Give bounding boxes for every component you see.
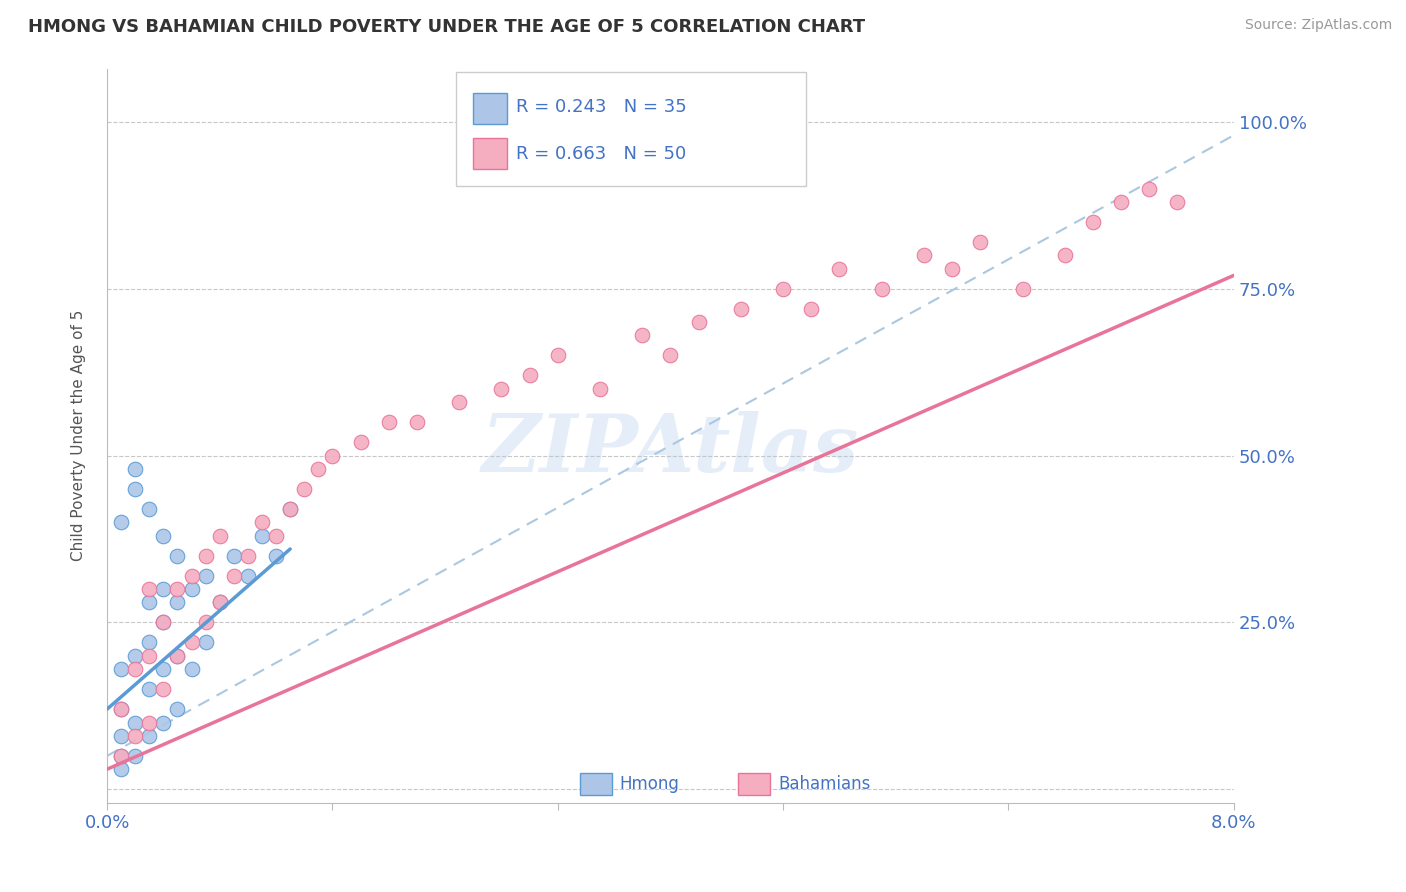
Point bbox=[547, 349, 569, 363]
Point bbox=[152, 662, 174, 676]
Point bbox=[377, 415, 399, 429]
Point bbox=[1011, 282, 1033, 296]
Text: R = 0.663   N = 50: R = 0.663 N = 50 bbox=[516, 145, 686, 162]
Point bbox=[349, 435, 371, 450]
Point bbox=[152, 682, 174, 697]
Point bbox=[166, 595, 188, 609]
Point bbox=[589, 382, 612, 396]
Text: R = 0.243   N = 35: R = 0.243 N = 35 bbox=[516, 98, 686, 116]
Point bbox=[688, 315, 710, 329]
Point bbox=[152, 715, 174, 730]
Point bbox=[278, 502, 301, 516]
Point bbox=[449, 395, 471, 409]
Point bbox=[222, 568, 245, 582]
Point bbox=[264, 549, 287, 563]
Point bbox=[222, 549, 245, 563]
Point bbox=[1166, 194, 1188, 209]
Point bbox=[194, 615, 217, 630]
Point bbox=[110, 516, 132, 530]
Point bbox=[941, 261, 963, 276]
Text: Source: ZipAtlas.com: Source: ZipAtlas.com bbox=[1244, 18, 1392, 32]
Point bbox=[110, 702, 132, 716]
Point bbox=[1081, 215, 1104, 229]
Point bbox=[124, 729, 146, 743]
Point bbox=[180, 662, 202, 676]
Point bbox=[124, 662, 146, 676]
Point bbox=[138, 715, 160, 730]
Point bbox=[110, 748, 132, 763]
Point bbox=[110, 662, 132, 676]
Text: Bahamians: Bahamians bbox=[779, 775, 870, 793]
Y-axis label: Child Poverty Under the Age of 5: Child Poverty Under the Age of 5 bbox=[72, 310, 86, 561]
Point bbox=[166, 648, 188, 663]
Point bbox=[152, 529, 174, 543]
Point bbox=[152, 615, 174, 630]
Point bbox=[292, 482, 315, 496]
Point bbox=[1137, 181, 1160, 195]
Point bbox=[236, 568, 259, 582]
Point bbox=[912, 248, 935, 262]
Point bbox=[110, 702, 132, 716]
Point bbox=[236, 549, 259, 563]
Point bbox=[730, 301, 752, 316]
Point bbox=[659, 349, 682, 363]
Point bbox=[124, 648, 146, 663]
Point bbox=[166, 582, 188, 596]
Point bbox=[631, 328, 654, 343]
FancyBboxPatch shape bbox=[738, 773, 769, 796]
Point bbox=[208, 529, 231, 543]
Point bbox=[828, 261, 851, 276]
Point bbox=[969, 235, 991, 249]
Point bbox=[250, 516, 273, 530]
Point bbox=[208, 595, 231, 609]
Point bbox=[166, 549, 188, 563]
Point bbox=[519, 368, 541, 383]
Point bbox=[800, 301, 823, 316]
Point bbox=[307, 462, 329, 476]
Point bbox=[110, 729, 132, 743]
FancyBboxPatch shape bbox=[474, 93, 508, 124]
Point bbox=[406, 415, 429, 429]
Point bbox=[138, 635, 160, 649]
Point bbox=[138, 729, 160, 743]
Point bbox=[1053, 248, 1076, 262]
Point bbox=[124, 715, 146, 730]
FancyBboxPatch shape bbox=[474, 138, 508, 169]
Point bbox=[124, 462, 146, 476]
Point bbox=[138, 502, 160, 516]
Point bbox=[194, 549, 217, 563]
Point bbox=[180, 582, 202, 596]
Point bbox=[166, 702, 188, 716]
Text: Hmong: Hmong bbox=[620, 775, 679, 793]
Point bbox=[491, 382, 513, 396]
Point bbox=[124, 748, 146, 763]
Point bbox=[138, 582, 160, 596]
Point bbox=[321, 449, 343, 463]
Point bbox=[1109, 194, 1132, 209]
Point bbox=[152, 582, 174, 596]
Point bbox=[138, 648, 160, 663]
Point bbox=[264, 529, 287, 543]
FancyBboxPatch shape bbox=[581, 773, 612, 796]
Point bbox=[180, 635, 202, 649]
Point bbox=[278, 502, 301, 516]
Point bbox=[180, 568, 202, 582]
Point bbox=[138, 682, 160, 697]
Point bbox=[152, 615, 174, 630]
Point bbox=[110, 762, 132, 776]
Text: HMONG VS BAHAMIAN CHILD POVERTY UNDER THE AGE OF 5 CORRELATION CHART: HMONG VS BAHAMIAN CHILD POVERTY UNDER TH… bbox=[28, 18, 865, 36]
FancyBboxPatch shape bbox=[457, 72, 806, 186]
Point bbox=[772, 282, 794, 296]
Point bbox=[124, 482, 146, 496]
Point bbox=[870, 282, 893, 296]
Point bbox=[138, 595, 160, 609]
Text: ZIPAtlas: ZIPAtlas bbox=[482, 411, 859, 489]
Point bbox=[208, 595, 231, 609]
Point bbox=[194, 568, 217, 582]
Point bbox=[166, 648, 188, 663]
Point bbox=[110, 748, 132, 763]
Point bbox=[194, 635, 217, 649]
Point bbox=[250, 529, 273, 543]
